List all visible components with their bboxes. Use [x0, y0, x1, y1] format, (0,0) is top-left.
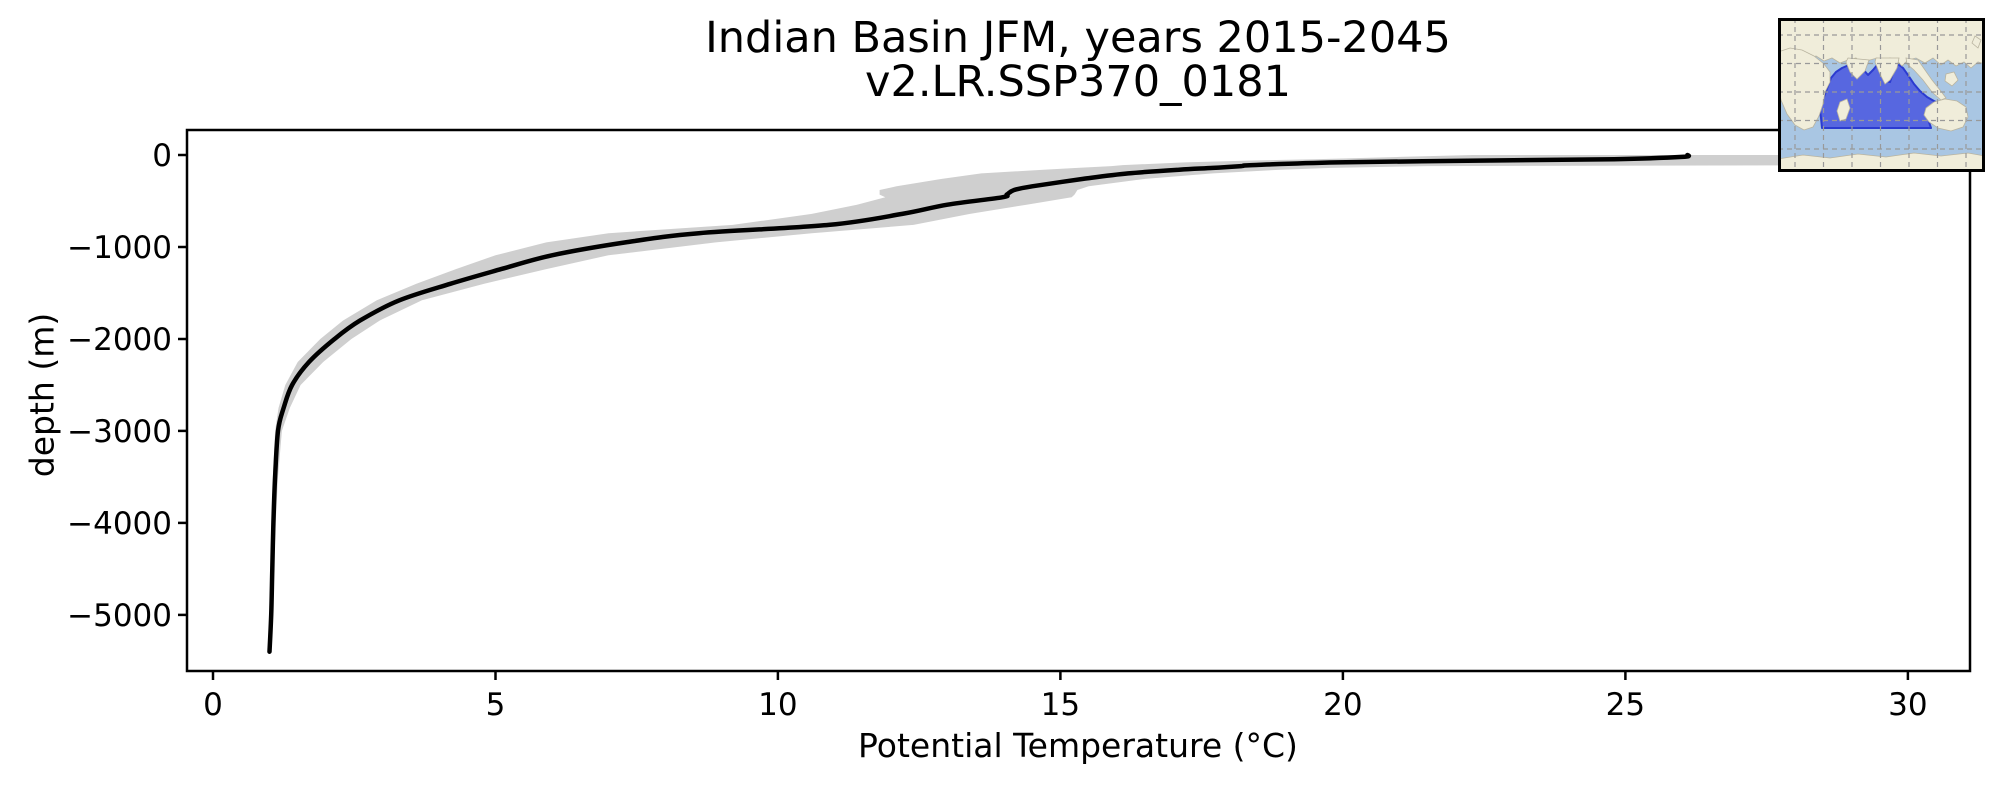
chart-subtitle: v2.LR.SSP370_0181 [865, 57, 1291, 107]
x-tick-label: 20 [1323, 687, 1362, 723]
y-axis-label: depth (m) [22, 312, 62, 478]
title-block: Indian Basin JFM, years 2015-2045 v2.LR.… [705, 16, 1451, 104]
y-tick-label: 0 [152, 138, 172, 174]
map-border [1778, 18, 1985, 172]
plot-frame [185, 128, 1972, 673]
y-tick-label: −5000 [67, 598, 172, 634]
land-mass [1778, 152, 1985, 172]
mean-temperature-line [267, 152, 1692, 654]
uncertainty-band [267, 155, 1948, 652]
x-tick-label: 5 [486, 687, 506, 723]
x-tick-label: 25 [1606, 687, 1645, 723]
land-mass [1836, 98, 1851, 122]
x-tick-label: 10 [758, 687, 797, 723]
y-tick-label: −3000 [67, 414, 172, 450]
chart-title: Indian Basin JFM, years 2015-2045 [705, 13, 1451, 63]
x-axis-label: Potential Temperature (°C) [858, 726, 1298, 765]
y-tick-label: −4000 [67, 506, 172, 542]
inset-map [1778, 18, 1985, 172]
x-tick-label: 15 [1041, 687, 1080, 723]
y-tick-label: −1000 [67, 230, 172, 266]
y-tick-label: −2000 [67, 322, 172, 358]
land-mass [1971, 35, 1982, 49]
x-tick-label: 0 [203, 687, 223, 723]
land-mass [1944, 71, 1959, 87]
x-tick-label: 30 [1888, 687, 1927, 723]
